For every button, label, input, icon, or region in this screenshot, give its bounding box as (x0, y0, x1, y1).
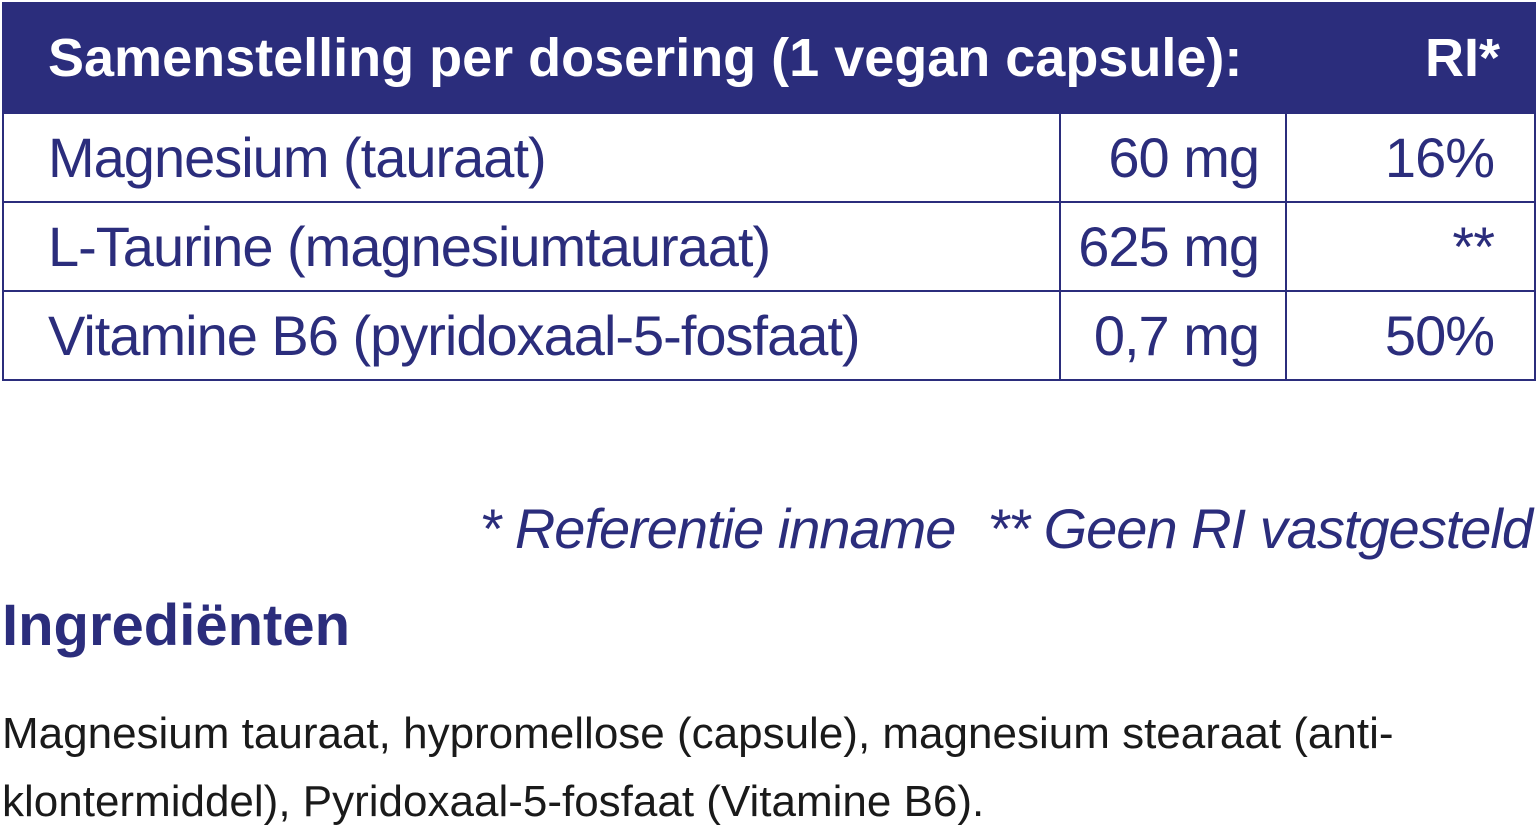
nutrient-name: L-Taurine (magnesiumtauraat) (2, 201, 1061, 292)
footnote-no-ri: ** Geen RI vastgesteld (987, 497, 1533, 560)
nutrient-amount: 625 mg (1058, 201, 1288, 292)
supplement-facts-table: Samenstelling per dosering (1 vegan caps… (1, 2, 1536, 381)
ingredients-text: Magnesium tauraat, hypromellose (capsule… (2, 709, 1394, 826)
table-header-row: Samenstelling per dosering (1 vegan caps… (1, 2, 1536, 114)
header-ri-label: RI* (1285, 2, 1536, 114)
table-row: Vitamine B6 (pyridoxaal-5-fosfaat) 0,7 m… (2, 290, 1536, 381)
nutrient-amount: 0,7 mg (1058, 290, 1288, 381)
nutrient-ri: 16% (1285, 112, 1536, 203)
table-row: Magnesium (tauraat) 60 mg 16% (2, 112, 1536, 203)
ingredients-heading: Ingrediënten (2, 593, 351, 658)
footnote-line: * Referentie inname ** Geen RI vastgestel… (480, 496, 1533, 561)
nutrient-name: Magnesium (tauraat) (2, 112, 1061, 203)
nutrient-ri: ** (1285, 201, 1536, 292)
header-composition-label: Samenstelling per dosering (1 vegan caps… (1, 2, 1288, 114)
table-row: L-Taurine (magnesiumtauraat) 625 mg ** (2, 201, 1536, 292)
nutrient-amount: 60 mg (1058, 112, 1288, 203)
nutrient-name: Vitamine B6 (pyridoxaal-5-fosfaat) (2, 290, 1061, 381)
nutrient-ri: 50% (1285, 290, 1536, 381)
footnote-ri: * Referentie inname (479, 497, 957, 560)
